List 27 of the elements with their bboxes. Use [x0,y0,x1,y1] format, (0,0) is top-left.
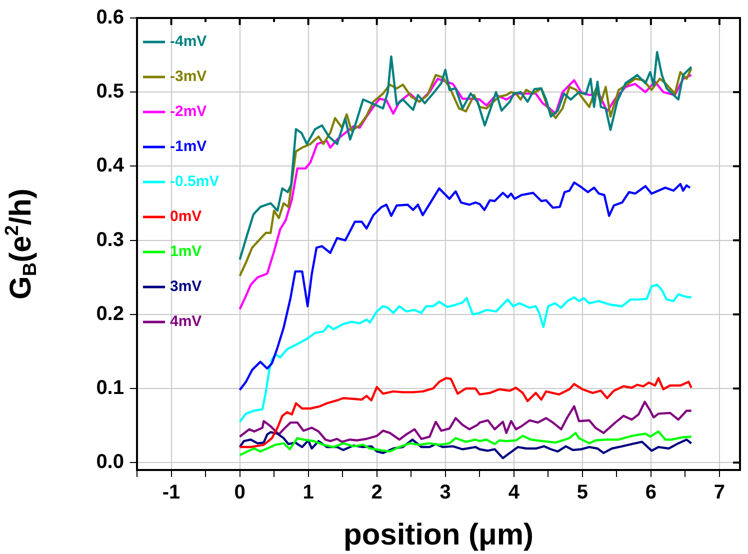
y-tick-label: 0.3 [96,228,124,251]
x-tick-label: 3 [440,482,451,504]
x-tick-label: -1 [162,482,180,504]
y-tick-label: 0.1 [96,377,124,400]
x-tick-label: 0 [234,482,246,504]
x-axis-title: position (μm) [344,518,534,552]
legend-label: -2mV [170,103,207,120]
x-tick-label: 2 [371,482,382,504]
x-tick-label: 7 [714,482,726,504]
legend-label: -0.5mV [170,173,220,190]
y-tick-label: 0.6 [96,6,124,29]
legend-label: -1mV [170,138,207,156]
y-tick-label: 0.0 [96,451,124,474]
x-tick-label: 4 [508,482,520,504]
legend-label: 1mV [170,243,202,260]
legend-label: -4mV [170,33,207,50]
x-tick-label: 1 [302,482,314,504]
x-tick-label: 6 [645,482,656,504]
legend-label: 4mV [170,313,202,330]
y-tick-label: 0.5 [96,80,124,103]
legend-label: -3mV [170,68,207,86]
y-tick-label: 0.2 [96,302,124,325]
x-tick-label: 5 [576,482,588,504]
y-axis-title: GB(e2/h) [2,188,42,300]
y-tick-label: 0.4 [96,154,125,177]
legend-label: 3mV [170,278,202,296]
legend-label: 0mV [170,208,202,226]
